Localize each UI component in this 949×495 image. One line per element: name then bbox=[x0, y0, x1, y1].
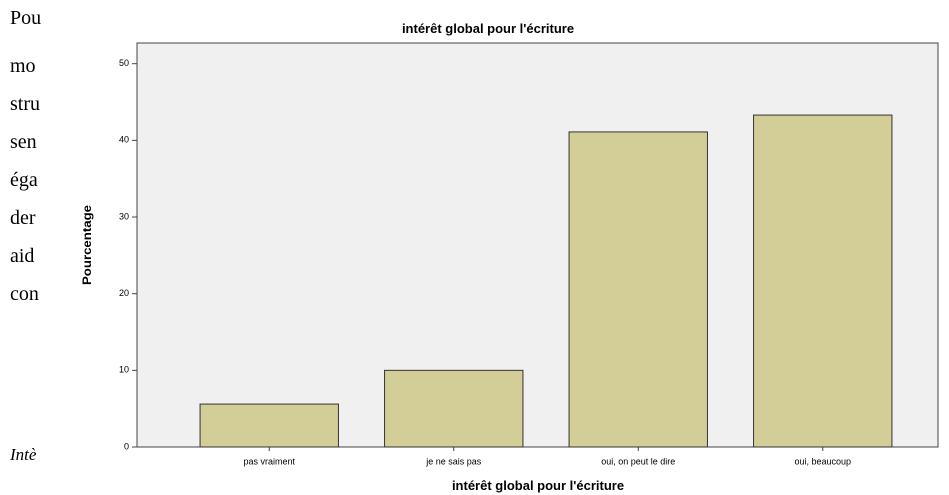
text-fragment: aid bbox=[10, 245, 34, 267]
x-tick-label: pas vraiment bbox=[243, 456, 295, 466]
bar bbox=[568, 131, 708, 448]
y-tick-label: 0 bbox=[124, 441, 129, 451]
x-tick-label: oui, on peut le dire bbox=[601, 456, 675, 466]
bar bbox=[753, 114, 893, 448]
x-tick-label: je ne sais pas bbox=[425, 456, 482, 466]
y-tick-label: 30 bbox=[119, 211, 129, 221]
y-tick-label: 10 bbox=[119, 365, 129, 375]
x-tick-label: oui, beaucoup bbox=[794, 456, 851, 466]
caption-fragment: Intè bbox=[9, 445, 37, 464]
text-fragment: der bbox=[10, 207, 36, 229]
chart-title: intérêt global pour l'écriture bbox=[402, 21, 574, 36]
x-axis-label: intérêt global pour l'écriture bbox=[452, 478, 624, 493]
text-fragment: Pou bbox=[10, 7, 41, 29]
y-tick-label: 40 bbox=[119, 135, 129, 145]
y-tick-label: 20 bbox=[119, 288, 129, 298]
text-fragment: stru bbox=[10, 93, 40, 115]
y-axis-label: Pourcentage bbox=[80, 205, 94, 285]
text-fragment: sen bbox=[10, 131, 37, 153]
bar bbox=[199, 403, 339, 448]
bar bbox=[384, 369, 524, 448]
text-fragment: éga bbox=[10, 169, 38, 191]
y-tick-label: 50 bbox=[119, 58, 129, 68]
text-fragment: con bbox=[10, 283, 39, 305]
text-fragment: mo bbox=[10, 55, 36, 77]
